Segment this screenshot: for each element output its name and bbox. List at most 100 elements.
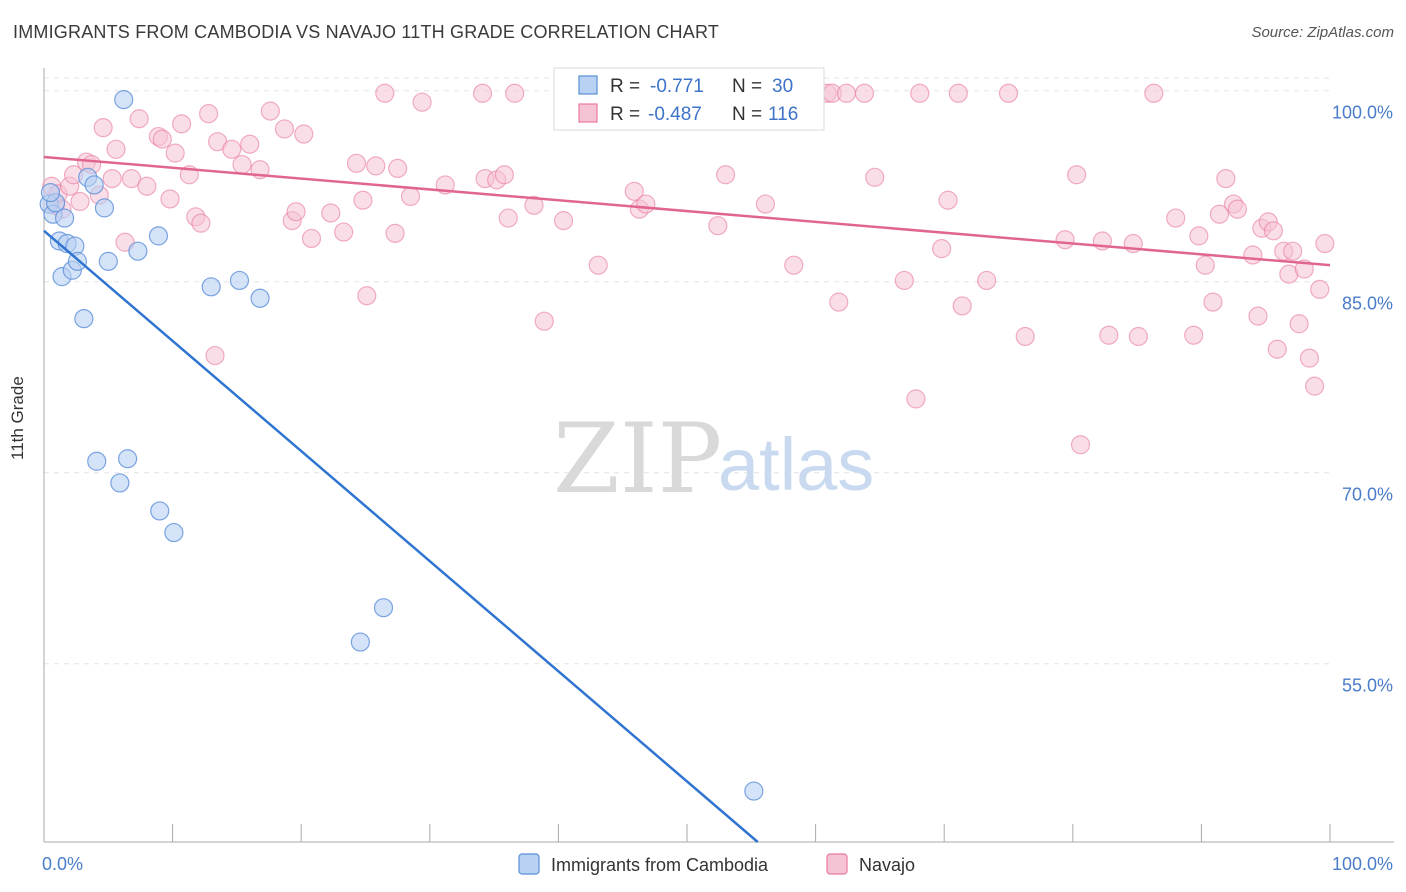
cambodia-point bbox=[148, 226, 169, 246]
navajo-point bbox=[1189, 226, 1209, 246]
navajo-point bbox=[137, 176, 157, 196]
cambodia-point bbox=[201, 277, 221, 297]
legend-r-value: -0.487 bbox=[648, 104, 702, 125]
navajo-point bbox=[260, 101, 280, 121]
navajo-point bbox=[286, 202, 306, 222]
cambodia-point bbox=[54, 208, 75, 228]
navajo-point bbox=[191, 213, 211, 233]
navajo-point bbox=[906, 389, 926, 409]
navajo-point bbox=[1184, 325, 1204, 345]
legend-r-label: R = bbox=[610, 104, 640, 125]
cambodia-point bbox=[128, 241, 148, 261]
navajo-point bbox=[1128, 326, 1148, 347]
navajo-point bbox=[588, 255, 608, 275]
navajo-point bbox=[1289, 314, 1309, 334]
legend-label-cambodia: Immigrants from Cambodia bbox=[551, 855, 769, 875]
x-tick-label: 100.0% bbox=[1332, 854, 1393, 874]
navajo-point bbox=[1166, 208, 1186, 228]
cambodia-points bbox=[39, 90, 764, 801]
navajo-point bbox=[998, 83, 1019, 103]
navajo-point bbox=[334, 222, 354, 242]
cambodia-point bbox=[229, 270, 250, 291]
navajo-point bbox=[910, 83, 930, 103]
navajo-point bbox=[854, 83, 875, 103]
cambodia-point bbox=[98, 251, 118, 271]
y-tick-label: 55.0% bbox=[1342, 676, 1393, 696]
navajo-point bbox=[412, 92, 432, 112]
watermark: ZIP atlas bbox=[553, 403, 874, 515]
legend-n-value: 30 bbox=[772, 76, 793, 97]
trend-lines bbox=[43, 155, 1331, 843]
navajo-point bbox=[1227, 199, 1248, 219]
navajo-point bbox=[932, 239, 952, 259]
navajo-point bbox=[498, 208, 518, 228]
navajo-point bbox=[346, 153, 367, 173]
navajo-point bbox=[952, 296, 972, 316]
navajo-point bbox=[366, 156, 386, 176]
navajo-point bbox=[553, 211, 574, 231]
navajo-point bbox=[636, 194, 656, 214]
navajo-point bbox=[232, 154, 252, 175]
navajo-point bbox=[865, 167, 885, 187]
series-legend: Immigrants from Cambodia Navajo bbox=[518, 853, 915, 875]
legend-swatch-blue bbox=[578, 75, 598, 95]
y-tick-label: 100.0% bbox=[1332, 103, 1393, 123]
correlation-legend: R = -0.771 N = 30 R = -0.487 N = 116 bbox=[553, 67, 825, 131]
y-tick-label: 70.0% bbox=[1342, 485, 1393, 505]
navajo-point bbox=[505, 83, 525, 103]
cambodia-point bbox=[94, 198, 115, 218]
navajo-point bbox=[70, 191, 90, 212]
navajo-point bbox=[1263, 221, 1284, 241]
navajo-point bbox=[160, 189, 180, 209]
legend-n-label: N = bbox=[732, 76, 762, 97]
navajo-point bbox=[1070, 435, 1091, 455]
navajo-point bbox=[1015, 326, 1035, 347]
cambodia-point bbox=[117, 449, 138, 469]
navajo-point bbox=[199, 104, 219, 124]
source-label: Source: ZipAtlas.com bbox=[1251, 24, 1394, 41]
navajo-point bbox=[172, 114, 192, 134]
navajo-point bbox=[102, 168, 122, 189]
cambodia-point bbox=[87, 451, 107, 471]
legend-swatch-pink bbox=[578, 103, 598, 123]
legend-swatch-navajo bbox=[826, 853, 848, 875]
navajo-point bbox=[321, 203, 341, 223]
navajo-point bbox=[948, 83, 968, 103]
navajo-point bbox=[1248, 306, 1268, 326]
navajo-point bbox=[274, 119, 295, 139]
navajo-point bbox=[375, 83, 395, 103]
legend-label-navajo: Navajo bbox=[859, 855, 915, 875]
cambodia-point bbox=[373, 598, 394, 618]
navajo-point bbox=[301, 228, 322, 249]
navajo-point bbox=[1067, 165, 1087, 185]
navajo-point bbox=[977, 270, 997, 291]
cambodia-point bbox=[350, 632, 370, 652]
navajo-point bbox=[829, 292, 849, 312]
tick-labels: 55.0% 70.0% 85.0% 100.0% 0.0% 100.0% bbox=[42, 103, 1393, 874]
cambodia-point bbox=[110, 473, 130, 493]
navajo-point bbox=[294, 124, 314, 144]
cambodia-point bbox=[40, 183, 61, 203]
cambodia-point bbox=[114, 90, 134, 110]
legend-frame bbox=[553, 67, 825, 131]
cambodia-point bbox=[164, 522, 184, 543]
cambodia-point bbox=[150, 501, 170, 521]
navajo-point bbox=[1243, 245, 1263, 265]
navajo-point bbox=[1209, 204, 1230, 224]
navajo-point bbox=[222, 139, 242, 159]
cambodia-point bbox=[74, 309, 94, 329]
navajo-point bbox=[1055, 230, 1075, 250]
navajo-point bbox=[1203, 292, 1223, 312]
navajo-point bbox=[93, 118, 113, 138]
x-tick-label: 0.0% bbox=[42, 854, 83, 874]
navajo-point bbox=[1283, 241, 1303, 261]
navajo-point bbox=[1099, 325, 1119, 345]
navajo-points bbox=[42, 83, 1335, 455]
cambodia-point bbox=[84, 175, 104, 195]
navajo-point bbox=[121, 168, 142, 189]
watermark-zip: ZIP bbox=[553, 403, 722, 515]
navajo-point bbox=[129, 109, 149, 129]
legend-n-label: N = bbox=[732, 104, 762, 125]
navajo-point bbox=[524, 195, 544, 215]
